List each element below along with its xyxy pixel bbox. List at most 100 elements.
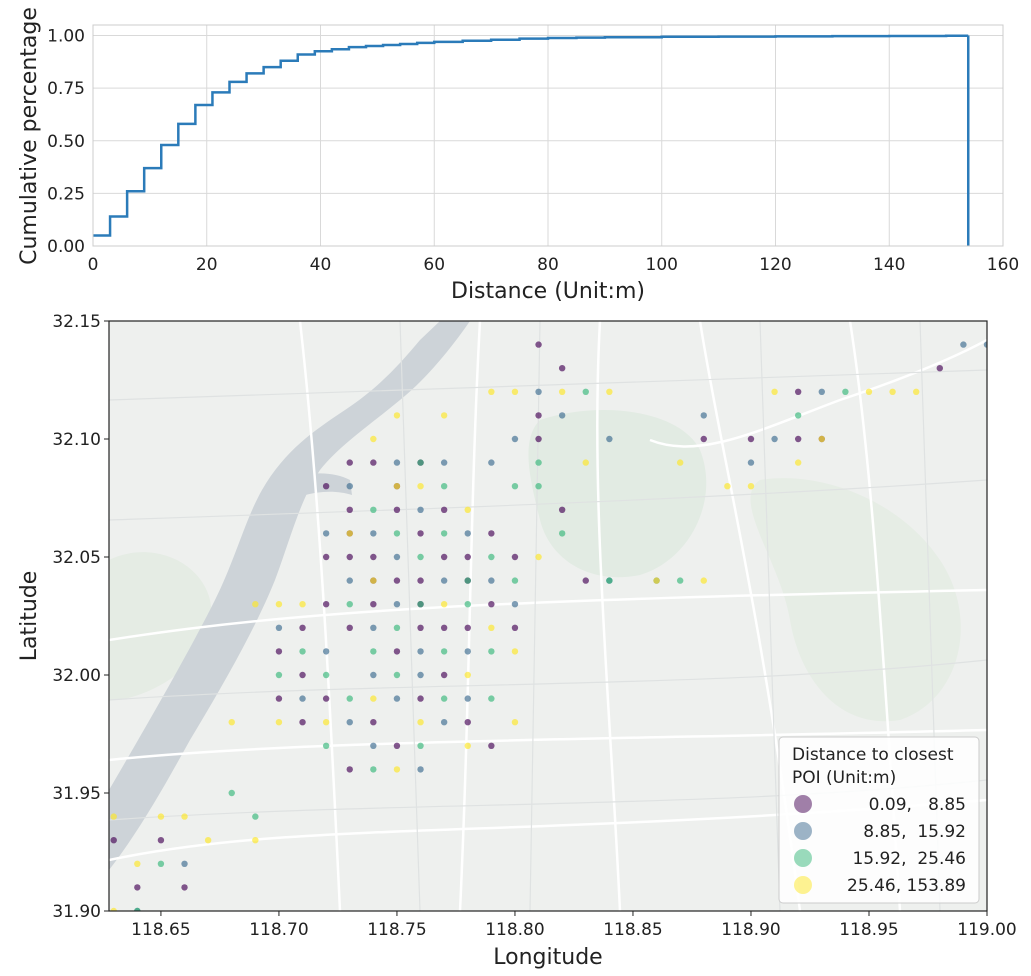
map-point bbox=[440, 553, 448, 561]
map-point bbox=[370, 719, 377, 726]
legend-label: 8.85, 15.92 bbox=[863, 822, 966, 842]
legend-marker bbox=[794, 876, 812, 894]
map-point bbox=[417, 624, 424, 631]
cdf-y-tick-label: 0.00 bbox=[47, 237, 85, 257]
map-point bbox=[417, 648, 424, 655]
map-point bbox=[370, 671, 377, 679]
map-point bbox=[346, 553, 353, 561]
basemap-park-area bbox=[750, 478, 961, 722]
map-point bbox=[393, 553, 401, 561]
map-point bbox=[912, 388, 920, 395]
map-point bbox=[370, 695, 377, 702]
map-point bbox=[370, 506, 377, 513]
map-point bbox=[322, 648, 330, 655]
map-point bbox=[535, 459, 542, 466]
map-point bbox=[464, 648, 471, 655]
map-point bbox=[393, 766, 401, 773]
map-point bbox=[535, 435, 542, 443]
map-point bbox=[558, 530, 566, 537]
map-point bbox=[535, 412, 542, 419]
map-point bbox=[393, 601, 401, 608]
map-point bbox=[818, 388, 825, 395]
map-point bbox=[464, 624, 471, 631]
map-x-tick-label: 118.80 bbox=[485, 920, 544, 940]
map-point bbox=[771, 388, 778, 395]
map-point bbox=[370, 435, 377, 443]
map-series bbox=[134, 388, 849, 911]
basemap-river bbox=[109, 321, 470, 870]
map-point bbox=[535, 483, 542, 490]
map-point bbox=[417, 483, 424, 490]
map-y-tick-label: 32.15 bbox=[52, 312, 101, 332]
map-point bbox=[275, 624, 283, 631]
legend-label: 25.46, 153.89 bbox=[847, 876, 966, 896]
map-point bbox=[252, 813, 259, 820]
map-point bbox=[252, 837, 259, 844]
map-point bbox=[488, 388, 495, 395]
map-point bbox=[440, 506, 448, 513]
cdf-plot-frame bbox=[92, 24, 1004, 247]
map-point bbox=[889, 388, 896, 395]
map-point bbox=[511, 719, 519, 726]
map-point bbox=[134, 860, 141, 867]
map-point bbox=[582, 577, 589, 584]
cdf-x-tick-label: 60 bbox=[423, 255, 445, 275]
map-point bbox=[747, 435, 755, 443]
cdf-x-tick-label: 0 bbox=[88, 255, 99, 275]
map-point bbox=[440, 577, 448, 584]
map-point bbox=[322, 671, 330, 679]
map-y-tick-label: 32.10 bbox=[52, 430, 101, 450]
map-point bbox=[700, 412, 707, 419]
map-point bbox=[440, 601, 448, 608]
map-point bbox=[370, 742, 377, 749]
map-x-ticks: 118.65 118.70 118.75 118.80 118.85 118.90 118.… bbox=[131, 911, 1017, 940]
cdf-y-ticks: 0.00 0.25 0.50 0.75 1.00 bbox=[47, 27, 85, 257]
map-point bbox=[346, 719, 353, 726]
cdf-x-tick-label: 40 bbox=[310, 255, 332, 275]
map-point bbox=[204, 837, 212, 844]
map-point bbox=[275, 719, 283, 726]
map-legend: Distance to closest POI (Unit:m) 0.09, 8… bbox=[778, 736, 980, 904]
map-point bbox=[252, 601, 259, 608]
basemap-minor-roads bbox=[109, 321, 987, 911]
map-point bbox=[275, 601, 283, 608]
cdf-y-tick-label: 0.50 bbox=[47, 132, 85, 152]
map-point bbox=[417, 695, 424, 702]
map-point bbox=[393, 483, 401, 490]
map-point bbox=[370, 624, 377, 631]
map-point bbox=[511, 553, 519, 561]
map-point bbox=[228, 719, 235, 726]
legend-title: POI (Unit:m) bbox=[792, 768, 896, 788]
map-chart: 118.65 118.70 118.75 118.80 118.85 118.90 118.… bbox=[17, 312, 1017, 970]
map-point bbox=[393, 648, 401, 655]
map-y-ticks: 31.90 31.95 32.00 32.05 32.10 32.15 bbox=[52, 312, 109, 922]
map-point bbox=[346, 506, 353, 513]
map-point bbox=[346, 766, 353, 773]
map-point bbox=[393, 671, 401, 679]
map-point bbox=[275, 695, 283, 702]
map-point bbox=[322, 695, 330, 702]
cdf-x-tick-label: 20 bbox=[196, 255, 218, 275]
map-point bbox=[535, 553, 542, 561]
map-point bbox=[370, 601, 377, 608]
legend-marker bbox=[794, 849, 812, 867]
map-point bbox=[346, 483, 353, 490]
map-point bbox=[393, 624, 401, 631]
map-point bbox=[558, 506, 566, 513]
map-point bbox=[393, 459, 401, 466]
map-point bbox=[370, 530, 377, 537]
map-x-axis-title: Longitude bbox=[493, 945, 602, 970]
map-point bbox=[157, 860, 165, 867]
map-x-tick-label: 118.70 bbox=[249, 920, 308, 940]
map-point bbox=[322, 742, 330, 749]
map-point bbox=[181, 860, 188, 867]
cdf-series-line bbox=[93, 34, 970, 246]
legend-label: 0.09, 8.85 bbox=[869, 795, 966, 815]
map-point bbox=[794, 459, 802, 466]
map-point bbox=[181, 884, 188, 891]
cdf-x-tick-label: 80 bbox=[537, 255, 559, 275]
map-point bbox=[511, 388, 519, 395]
map-point bbox=[322, 601, 330, 608]
map-series bbox=[110, 388, 920, 911]
map-point bbox=[653, 577, 660, 584]
